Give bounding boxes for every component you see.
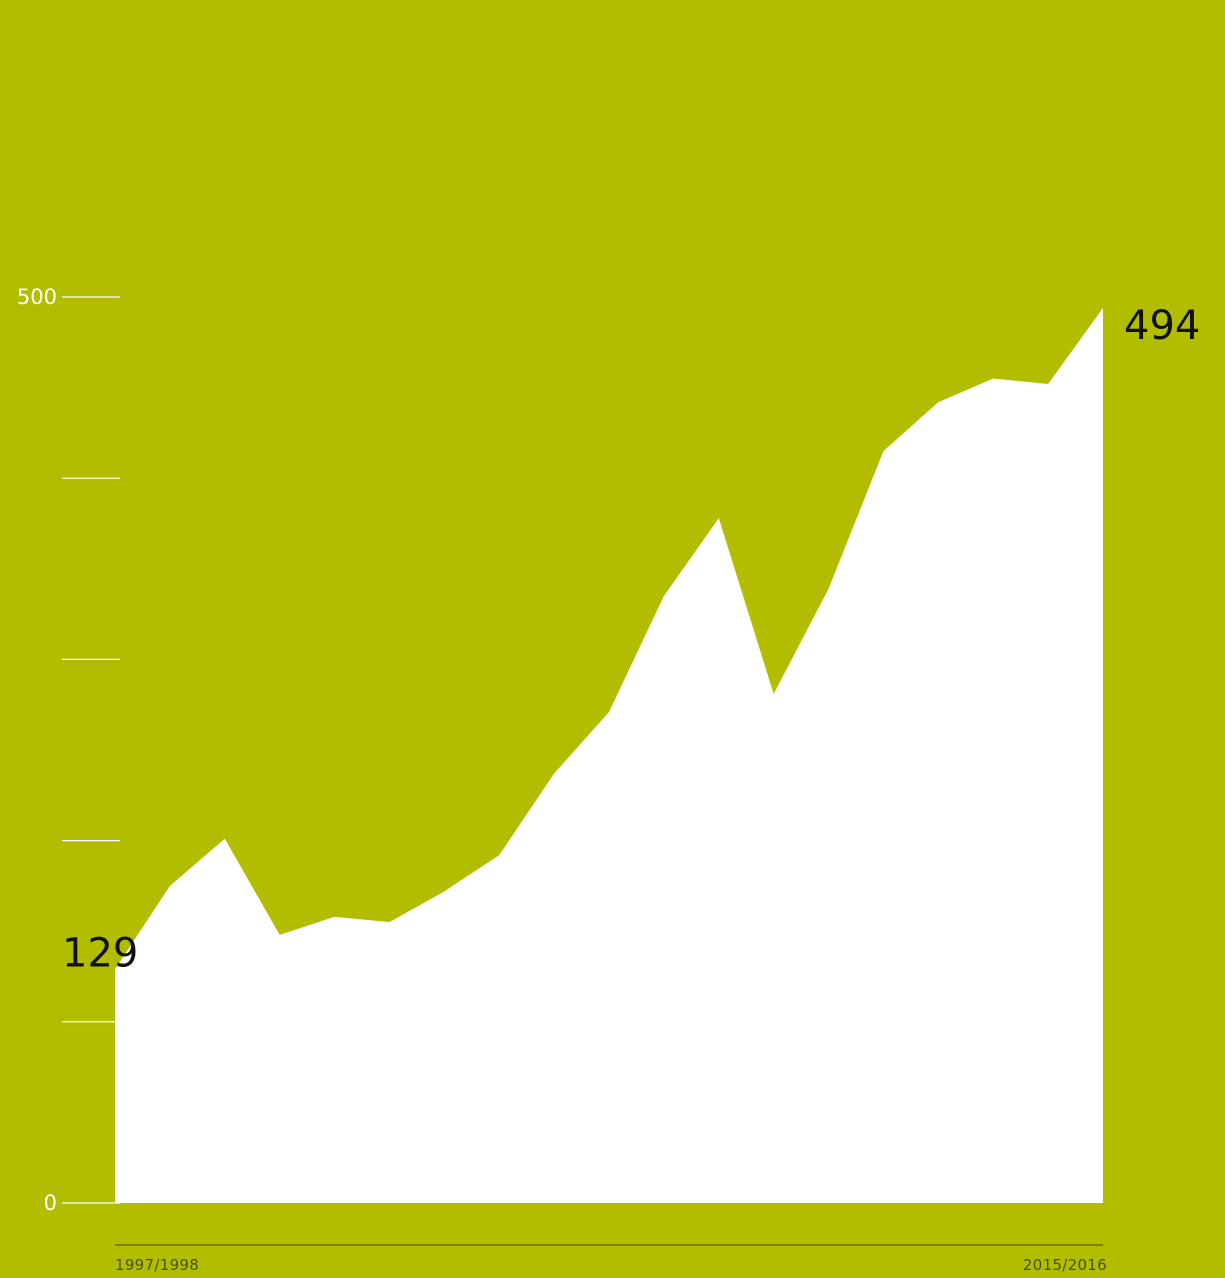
area-fill bbox=[115, 307, 1103, 1203]
start-value-label: 129 bbox=[62, 930, 138, 976]
x-end-label: 2015/2016 bbox=[1023, 1256, 1107, 1274]
y-tick-label: 500 bbox=[17, 285, 57, 309]
y-axis-ticks: 500 0 bbox=[17, 285, 120, 1215]
x-start-label: 1997/1998 bbox=[115, 1256, 199, 1274]
area-series bbox=[115, 307, 1103, 1203]
end-value-label: 494 bbox=[1124, 303, 1200, 349]
y-tick-label: 0 bbox=[44, 1191, 57, 1215]
